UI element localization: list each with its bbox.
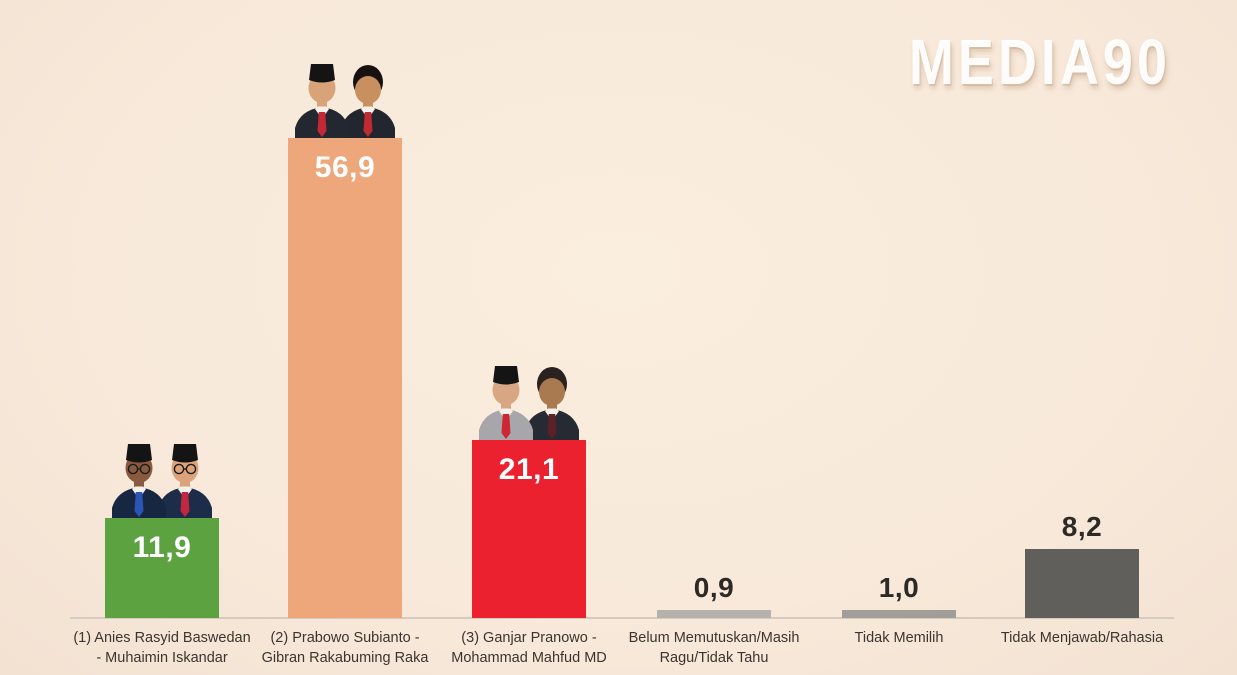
bar-value-5: 1,0 — [878, 572, 920, 603]
bar-value-3: 21,1 — [498, 453, 560, 486]
candidate-portraits-1 — [105, 434, 219, 518]
bar-value-6: 8,2 — [1061, 511, 1103, 542]
bar-1 — [105, 518, 219, 618]
category-label-1: (1) Anies Rasyid Baswedan - Muhaimin Iska… — [47, 628, 277, 668]
category-label-line: Belum Memutuskan/Masih — [628, 630, 800, 646]
bar-value-4: 0,9 — [693, 572, 735, 603]
bar-value-1: 11,9 — [132, 531, 192, 564]
bar-4 — [657, 610, 771, 618]
category-label-line: (3) Ganjar Pranowo - — [461, 630, 597, 646]
category-label-3: (3) Ganjar Pranowo - Mohammad Mahfud MD — [414, 628, 644, 668]
bar-3 — [472, 440, 586, 618]
category-label-4: Belum Memutuskan/Masih Ragu/Tidak Tahu — [599, 628, 829, 668]
category-label-line: Tidak Memilih — [854, 630, 944, 646]
candidate-portraits-2 — [288, 54, 402, 138]
candidate-portraits-3 — [472, 356, 586, 440]
category-label-line: (1) Anies Rasyid Baswedan — [73, 630, 251, 646]
media90-logo: MEDIA90 — [908, 27, 1171, 98]
category-label-line: Mohammad Mahfud MD — [451, 650, 607, 666]
bar-6 — [1025, 549, 1139, 618]
category-label-line: Ragu/Tidak Tahu — [659, 650, 769, 666]
candidate-muhaimin-iskandar — [158, 444, 212, 518]
candidate-prabowo-subianto — [295, 64, 349, 138]
candidate-mohammad-mahfud-md — [525, 367, 579, 440]
candidate-ganjar-pranowo — [479, 366, 533, 440]
category-label-line: Tidak Menjawab/Rahasia — [1000, 630, 1164, 646]
category-label-5: Tidak Memilih — [784, 628, 1014, 648]
bar-value-2: 56,9 — [314, 151, 376, 184]
category-label-line: (2) Prabowo Subianto - — [270, 630, 420, 646]
x-axis-line — [70, 617, 1174, 619]
category-label-2: (2) Prabowo Subianto - Gibran Rakabuming … — [230, 628, 460, 668]
category-label-6: Tidak Menjawab/Rahasia — [967, 628, 1197, 648]
candidate-anies-baswedan — [112, 444, 166, 518]
bar-5 — [842, 610, 956, 618]
category-label-line: Gibran Rakabuming Raka — [261, 650, 429, 666]
bar-2 — [288, 138, 402, 618]
category-label-line: - Muhaimin Iskandar — [96, 650, 228, 666]
candidate-gibran-rakabuming — [341, 65, 395, 138]
